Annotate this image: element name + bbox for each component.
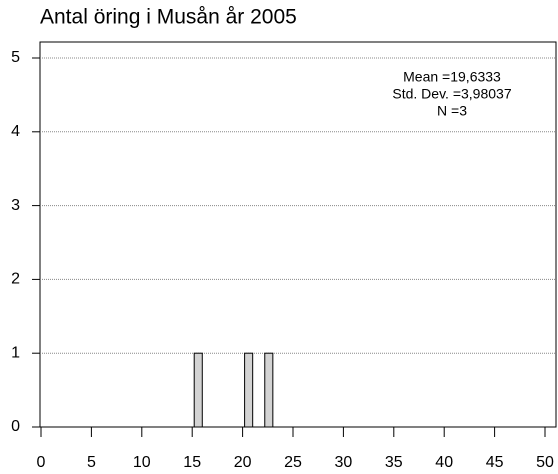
chart-title: Antal öring i Musån år 2005 <box>40 6 297 29</box>
plot-frame <box>39 41 557 428</box>
bar <box>264 352 274 428</box>
bar <box>244 352 254 428</box>
y-tick-label: 2 <box>11 271 20 288</box>
annotation: Mean =19,6333 <box>403 69 501 85</box>
y-tick-label: 4 <box>11 123 20 140</box>
x-tick-label: 25 <box>284 454 302 471</box>
x-tick-label: 35 <box>385 454 403 471</box>
x-tick-label: 40 <box>435 454 453 471</box>
y-tick-label: 3 <box>11 197 20 214</box>
x-tick-label: 20 <box>234 454 252 471</box>
annotation: Std. Dev. =3,98037 <box>392 86 511 102</box>
x-tick-label: 5 <box>87 454 96 471</box>
annotation: N =3 <box>437 103 467 119</box>
y-tick-label: 1 <box>11 344 20 361</box>
x-tick-label: 45 <box>486 454 504 471</box>
x-tick-label: 30 <box>335 454 353 471</box>
y-tick-label: 0 <box>11 418 20 435</box>
y-tick-label: 5 <box>11 49 20 66</box>
bar <box>193 352 203 428</box>
x-tick-label: 10 <box>133 454 151 471</box>
x-tick-label: 0 <box>37 454 46 471</box>
x-tick-label: 15 <box>183 454 201 471</box>
x-tick-label: 50 <box>536 454 554 471</box>
